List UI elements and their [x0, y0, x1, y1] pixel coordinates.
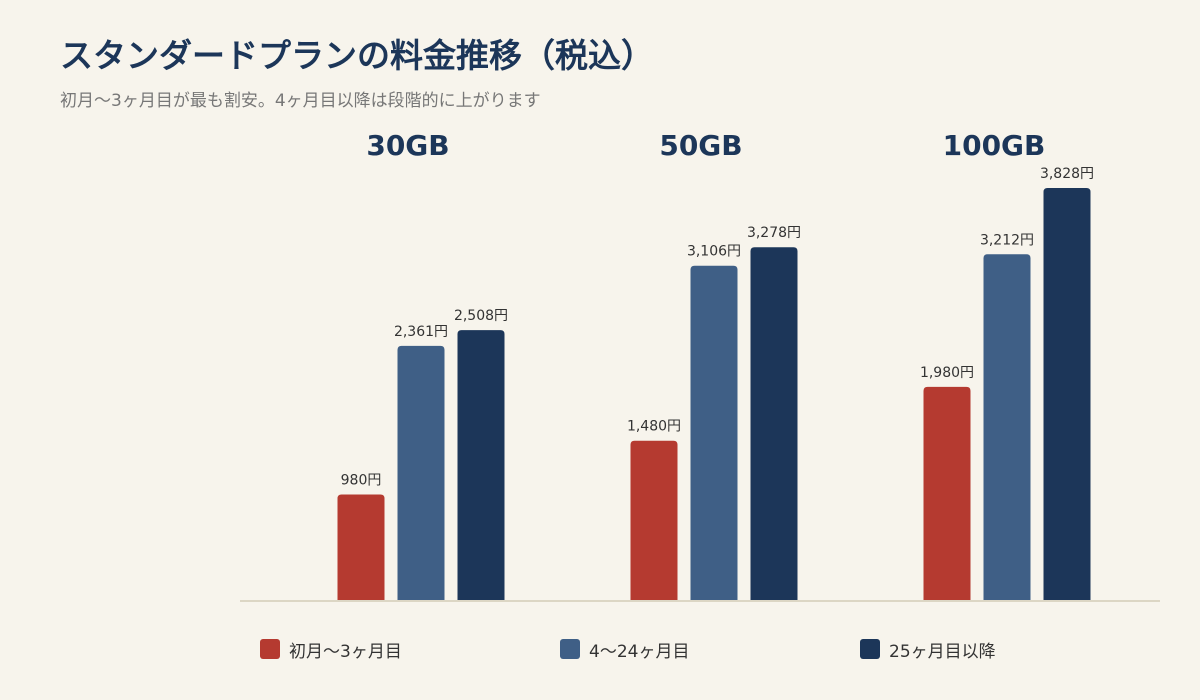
value-label-100gb-series-1: 1,980円 — [920, 365, 974, 381]
category-label-50gb: 50GB — [659, 129, 742, 162]
bar-30gb-series-2 — [397, 345, 445, 600]
bar-50gb-series-3 — [750, 247, 798, 600]
bar-50gb-series-1 — [630, 440, 678, 600]
chart-title: スタンダードプランの料金推移（税込） — [60, 36, 654, 75]
legend-item-series-1: 初月〜3ヶ月目 — [260, 636, 402, 662]
bar-100gb-series-2 — [983, 254, 1031, 601]
legend-swatch-series-1 — [260, 639, 280, 659]
legend-item-series-3: 25ヶ月目以降 — [860, 636, 996, 662]
value-label-50gb-series-1: 1,480円 — [627, 419, 681, 435]
bar-50gb-series-2 — [690, 265, 738, 600]
bar-30gb-series-3 — [457, 330, 505, 600]
legend-item-series-2: 4〜24ヶ月目 — [560, 636, 689, 662]
label-group: 30GB 980円 2,361円 2,508円 50GB 1,480円 3,106円 3,27… — [341, 129, 1094, 489]
chart-subtitle: 初月〜3ヶ月目が最も割安。4ヶ月目以降は段階的に上がります — [60, 91, 541, 111]
bar-100gb-series-3 — [1043, 188, 1091, 600]
value-label-100gb-series-2: 3,212円 — [980, 232, 1034, 248]
value-label-50gb-series-3: 3,278円 — [747, 225, 801, 241]
bar-100gb-series-1 — [923, 386, 971, 600]
legend-label-series-3: 25ヶ月目以降 — [889, 641, 996, 662]
legend-label-series-2: 4〜24ヶ月目 — [589, 641, 690, 662]
value-label-30gb-series-2: 2,361円 — [394, 324, 448, 340]
value-label-30gb-series-3: 2,508円 — [454, 308, 508, 324]
value-label-50gb-series-2: 3,106円 — [687, 244, 741, 260]
legend: 初月〜3ヶ月目 4〜24ヶ月目 25ヶ月目以降 — [0, 636, 1200, 666]
category-label-30gb: 30GB — [366, 129, 449, 162]
legend-label-series-1: 初月〜3ヶ月目 — [289, 641, 402, 662]
value-label-100gb-series-3: 3,828円 — [1040, 166, 1094, 182]
bar-group — [337, 188, 1091, 601]
bar-30gb-series-1 — [337, 494, 385, 600]
legend-swatch-series-2 — [560, 639, 580, 659]
category-label-100gb: 100GB — [943, 129, 1046, 162]
value-label-30gb-series-1: 980円 — [341, 473, 382, 489]
legend-swatch-series-3 — [860, 639, 880, 659]
